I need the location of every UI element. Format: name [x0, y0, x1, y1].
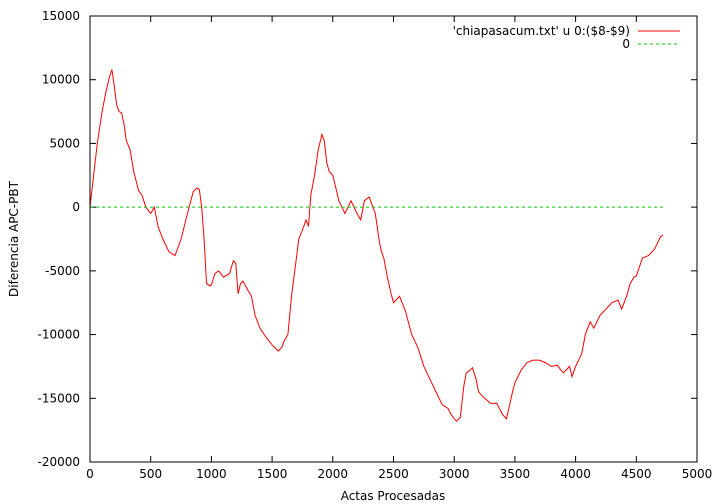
y-tick-label: 15000 [42, 9, 80, 23]
x-tick-label: 2000 [318, 467, 349, 481]
x-axis-label: Actas Procesadas [341, 489, 446, 503]
x-tick-label: 4500 [621, 467, 652, 481]
legend-label-0: 'chiapasacum.txt' u 0:($8-$9) [453, 24, 630, 38]
series-line-0 [89, 69, 664, 422]
y-tick-label: 10000 [42, 73, 80, 87]
y-tick-label: -20000 [37, 455, 80, 469]
y-axis-label: Diferencia APC-PBT [7, 180, 21, 297]
x-tick-label: 5000 [682, 467, 713, 481]
legend: 'chiapasacum.txt' u 0:($8-$9)0 [453, 24, 680, 51]
x-tick-label: 1000 [196, 467, 227, 481]
x-tick-label: 0 [86, 467, 94, 481]
y-tick-label: -15000 [37, 391, 80, 405]
y-tick-label: 0 [72, 200, 80, 214]
legend-label-1: 0 [622, 37, 630, 51]
x-tick-label: 1500 [257, 467, 288, 481]
x-tick-label: 500 [139, 467, 162, 481]
axis-ticks: 0 500 1000 1500 2000 2500 3000 3500 4000 4500 5000… [37, 9, 712, 481]
plot-frame [89, 15, 698, 463]
y-tick-label: 5000 [49, 136, 80, 150]
series-layer [89, 69, 664, 422]
y-tick-label: -10000 [37, 328, 80, 342]
x-tick-label: 3500 [500, 467, 531, 481]
y-tick-label: -5000 [45, 264, 80, 278]
x-tick-label: 2500 [378, 467, 409, 481]
x-tick-label: 3000 [439, 467, 470, 481]
x-tick-label: 4000 [560, 467, 591, 481]
